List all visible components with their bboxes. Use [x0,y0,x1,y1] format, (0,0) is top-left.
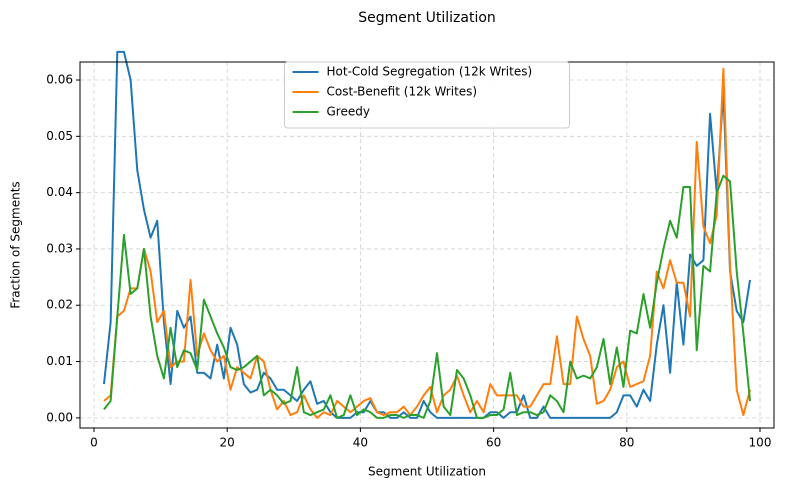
y-tick-label: 0.03 [46,241,73,255]
x-tick-label: 20 [220,436,235,450]
series-line [102,50,752,419]
legend-box [284,61,570,129]
x-tick-label: 60 [486,436,501,450]
y-tick-label: 0.01 [46,354,73,368]
x-axis-label: Segment Utilization [368,465,486,479]
y-tick-label: 0.06 [46,73,73,87]
legend-label: Hot-Cold Segregation (12k Writes) [327,65,533,79]
series-line [103,67,751,419]
chart-title: Segment Utilization [358,10,496,26]
x-tick-label: 0 [90,436,98,450]
y-axis-label: Fraction of Segments [9,181,23,308]
legend: Hot-Cold Segregation (12k Writes) Cost-Be… [284,61,570,129]
legend-label: Greedy [327,105,370,119]
x-tick-label: 80 [619,436,634,450]
y-tick-label: 0.00 [46,410,73,424]
x-tick-label: 100 [749,436,772,450]
y-tick-label: 0.05 [46,129,73,143]
series-line [103,174,752,419]
y-tick-label: 0.02 [46,298,73,312]
x-tick-label: 40 [353,436,368,450]
legend-label: Cost-Benefit (12k Writes) [327,85,478,99]
y-tick-label: 0.04 [46,185,73,199]
